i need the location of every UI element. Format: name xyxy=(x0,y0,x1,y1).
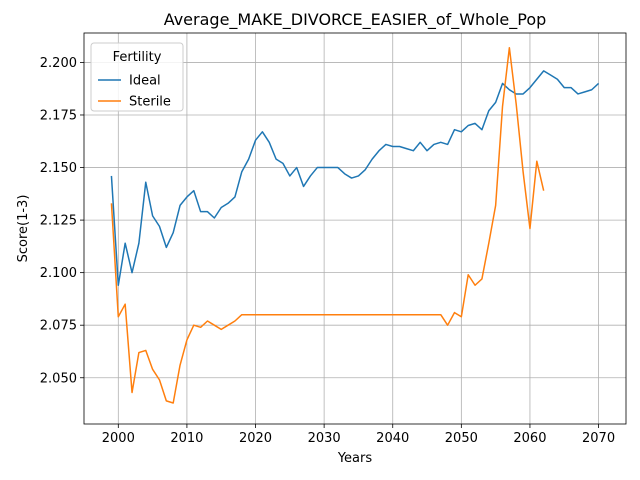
x-tick-label: 2060 xyxy=(513,431,546,446)
y-axis: 2.050 2.075 2.100 2.125 2.150 2.175 2.200 xyxy=(40,56,84,386)
series-line-ideal xyxy=(110,70,600,287)
x-axis: 2000 2010 2020 2030 2040 2050 2060 2070 xyxy=(102,424,615,446)
x-tick-label: 2010 xyxy=(170,431,203,446)
y-tick-label: 2.050 xyxy=(40,371,77,386)
legend: Fertility Ideal Sterile xyxy=(90,42,184,112)
y-tick-label: 2.125 xyxy=(40,214,77,229)
series-layer xyxy=(110,46,600,404)
legend-label-ideal: Ideal xyxy=(129,74,161,89)
x-tick-label: 2050 xyxy=(445,431,478,446)
x-tick-label: 2040 xyxy=(376,431,409,446)
plot-area-frame xyxy=(83,32,627,425)
y-tick-label: 2.100 xyxy=(40,266,77,281)
x-tick-label: 2070 xyxy=(582,431,615,446)
y-tick-label: 2.150 xyxy=(40,161,77,176)
y-axis-label: Score(1-3) xyxy=(16,195,31,263)
y-tick-label: 2.175 xyxy=(40,108,77,123)
series-line-sterile xyxy=(110,46,545,404)
legend-label-sterile: Sterile xyxy=(129,95,171,110)
grid-lines xyxy=(84,33,626,424)
x-axis-label: Years xyxy=(337,451,373,466)
x-tick-label: 2020 xyxy=(239,431,272,446)
x-tick-label: 2030 xyxy=(308,431,341,446)
chart-title: Average_MAKE_DIVORCE_EASIER_of_Whole_Pop xyxy=(164,10,547,30)
y-tick-label: 2.200 xyxy=(40,56,77,71)
x-tick-label: 2000 xyxy=(102,431,135,446)
legend-box xyxy=(90,42,184,112)
y-tick-label: 2.075 xyxy=(40,319,77,334)
legend-title: Fertility xyxy=(113,50,162,65)
